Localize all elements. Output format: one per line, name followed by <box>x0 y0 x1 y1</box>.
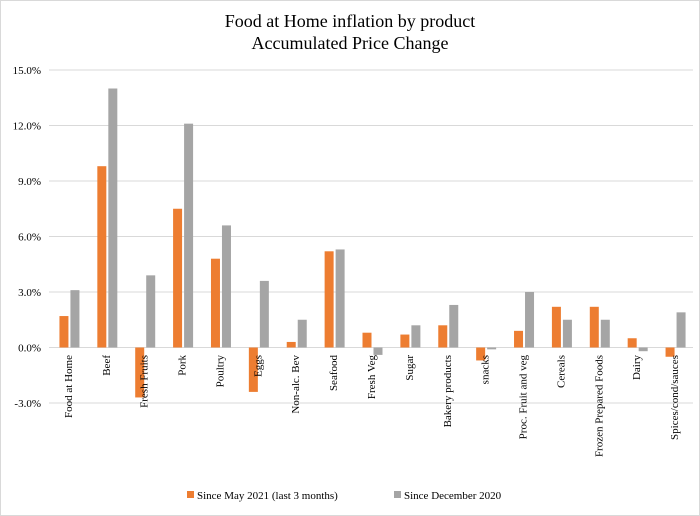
legend-label: Since December 2020 <box>404 490 502 502</box>
bar-may-2021 <box>400 334 410 348</box>
bar-may-2021 <box>135 347 145 398</box>
bar-dec-2020 <box>335 249 345 348</box>
category-label: Proc. Fruit and veg <box>518 355 530 440</box>
category-label: Bakery products <box>442 355 454 427</box>
y-tick-label: 6.0% <box>18 232 41 244</box>
bar-dec-2020 <box>221 225 231 348</box>
category-label: Poultry <box>214 355 226 388</box>
y-tick-label: 12.0% <box>13 121 41 133</box>
bar-may-2021 <box>362 332 372 348</box>
bar-may-2021 <box>627 338 637 348</box>
bar-may-2021 <box>59 316 69 348</box>
bar-dec-2020 <box>373 347 383 355</box>
category-label: Beef <box>101 355 113 376</box>
bar-dec-2020 <box>449 304 459 348</box>
y-tick-label: 3.0% <box>18 287 41 299</box>
category-label: Frozen Prepared Foods <box>593 355 605 457</box>
category-label: Seafood <box>328 355 340 392</box>
category-label: Cereals <box>555 355 567 388</box>
bar-may-2021 <box>665 347 675 357</box>
legend-swatch <box>394 491 401 498</box>
bar-dec-2020 <box>70 290 80 348</box>
bar-dec-2020 <box>297 319 307 348</box>
category-label: Fresh Fruits <box>139 355 151 408</box>
y-tick-label: 9.0% <box>18 176 41 188</box>
legend-label: Since May 2021 (last 3 months) <box>197 490 338 502</box>
y-tick-label: 15.0% <box>13 65 41 77</box>
chart-subtitle: Accumulated Price Change <box>251 33 449 53</box>
bar-may-2021 <box>97 166 107 348</box>
bar-dec-2020 <box>638 347 648 352</box>
bar-dec-2020 <box>411 325 421 348</box>
category-label: Food at Home <box>63 355 75 418</box>
category-label: Fresh Veg <box>366 355 378 400</box>
chart-title-block: Food at Home inflation by product Accumu… <box>1 10 699 54</box>
bar-dec-2020 <box>562 319 572 348</box>
y-tick-label: 0.0% <box>18 343 41 355</box>
bar-may-2021 <box>551 306 561 348</box>
category-label: Sugar <box>404 355 416 381</box>
category-label: Pork <box>177 355 189 376</box>
category-label: Spices/cond/sauces <box>669 355 681 440</box>
bar-may-2021 <box>248 347 258 392</box>
bar-dec-2020 <box>676 312 686 348</box>
bar-may-2021 <box>589 306 599 348</box>
category-label: Eggs <box>252 355 264 377</box>
bar-may-2021 <box>286 341 296 348</box>
bar-dec-2020 <box>146 275 156 348</box>
bar-may-2021 <box>210 258 220 348</box>
category-label: snacks <box>480 355 492 384</box>
category-label: Dairy <box>631 355 643 381</box>
bar-dec-2020 <box>487 347 497 350</box>
bar-may-2021 <box>476 347 486 361</box>
category-label: Non-alc. Bev <box>290 355 302 414</box>
bar-may-2021 <box>324 251 334 348</box>
legend-swatch <box>187 491 194 498</box>
bar-dec-2020 <box>184 123 194 348</box>
bar-dec-2020 <box>525 292 535 348</box>
bar-may-2021 <box>173 208 183 348</box>
bar-dec-2020 <box>600 319 610 348</box>
chart-title: Food at Home inflation by product <box>224 11 476 31</box>
bar-dec-2020 <box>259 280 269 348</box>
bar-dec-2020 <box>108 88 118 348</box>
y-tick-label: -3.0% <box>14 398 41 410</box>
bar-may-2021 <box>514 330 524 348</box>
bar-may-2021 <box>438 325 448 348</box>
